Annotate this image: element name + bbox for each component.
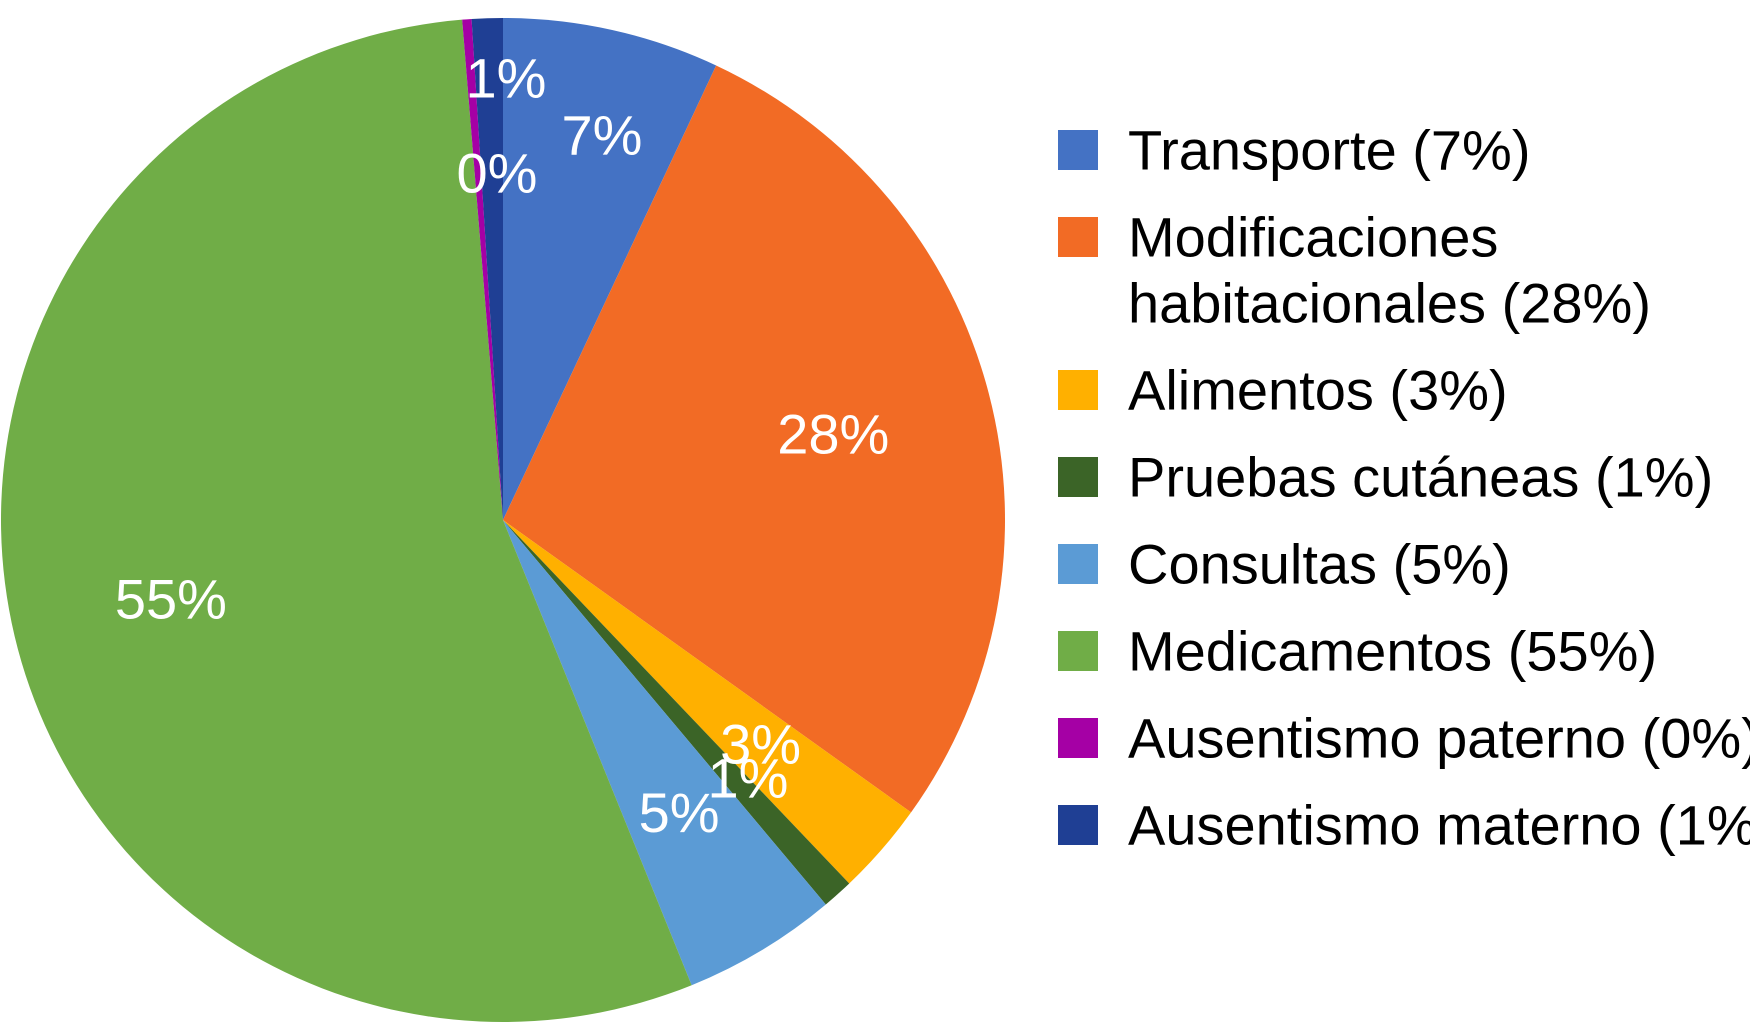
legend-swatch [1058,544,1098,584]
legend-swatch [1058,718,1098,758]
pie-slice-label: 28% [777,402,889,465]
pie-slices [1,18,1005,1022]
pie-slice-label: 0% [457,142,538,205]
legend-item-label: Pruebas cutáneas (1%) [1128,446,1713,509]
legend-swatch [1058,130,1098,170]
pie-slice-consultas [503,520,826,986]
legend-swatch [1058,370,1098,410]
pie-slice-alimentos [503,520,912,884]
pie-slice-label: 3% [720,712,801,775]
legend-item-label: Medicamentos (55%) [1128,620,1657,683]
legend-swatch [1058,805,1098,845]
pie-slice-label: 5% [639,781,720,844]
legend-swatch [1058,631,1098,671]
pie-slice-label: 55% [115,567,227,630]
pie-slice-label: 1% [708,747,789,810]
legend-item-label: Ausentismo paterno (0%) [1128,707,1750,770]
pie-slice-label: 7% [562,104,643,167]
legend-swatch [1058,457,1098,497]
legend: Transporte (7%) Modificaciones habitaciona… [1058,119,1750,857]
legend-swatch [1058,217,1098,257]
pie-slice-ausentismo-materno [471,18,503,520]
pie-slice-labels: 7%28%3%1%5%55%0%1% [115,47,889,844]
pie-slice-pruebas-cut-neas [503,520,850,905]
legend-item-label: Consultas (5%) [1128,533,1511,596]
pie-slice-ausentismo-paterno [462,18,503,520]
legend-item-label: Transporte (7%) [1128,119,1531,182]
pie-slice-modificaciones-habitacionales [503,65,1005,813]
legend-item-label: Ausentismo materno (1%) [1128,794,1750,857]
pie-slice-label: 1% [466,47,547,110]
pie-slice-medicamentos [1,19,692,1022]
legend-item-label: Modificaciones habitacionales (28%) [1128,206,1651,335]
legend-item-label: Alimentos (3%) [1128,359,1508,422]
pie-slice-transporte [503,18,717,520]
